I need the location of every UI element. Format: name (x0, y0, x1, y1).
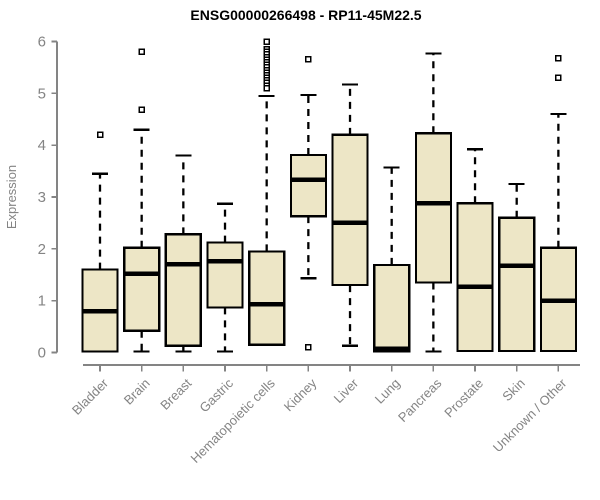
box-iqr (498, 216, 536, 353)
outlier-point (555, 54, 562, 62)
boxplot-unknown-other (539, 54, 577, 353)
boxplot-skin (498, 182, 536, 353)
outlier-point (138, 106, 145, 114)
x-tick-label-kidney: Kidney (281, 375, 320, 414)
box-iqr (123, 246, 161, 332)
x-tick-label-brain: Brain (121, 376, 153, 408)
box-iqr (373, 263, 411, 353)
box-iqr (164, 233, 202, 347)
y-axis-label: Expression (4, 165, 19, 229)
box-iqr (414, 132, 452, 284)
outlier-point (96, 131, 104, 139)
y-tick-label-2: 2 (38, 241, 46, 258)
boxplot-gastric (206, 202, 244, 353)
x-tick-label-breast: Breast (157, 375, 194, 412)
x-tick-label-gastric: Gastric (196, 375, 236, 415)
y-tick-label-1: 1 (38, 293, 46, 310)
boxplot-lung (373, 166, 411, 353)
box-iqr (289, 153, 327, 218)
y-tick-label-4: 4 (38, 137, 46, 154)
y-tick-label-3: 3 (38, 189, 46, 206)
boxplot-pancreas (414, 52, 452, 353)
box-iqr (206, 241, 244, 309)
boxplot-breast (164, 154, 202, 353)
x-tick-label-liver: Liver (331, 375, 362, 406)
box-iqr (248, 250, 286, 346)
boxplot-liver (331, 83, 369, 347)
outlier-point (263, 38, 270, 45)
boxplot-brain (123, 48, 161, 353)
outlier-point (555, 74, 562, 82)
y-tick-label-5: 5 (38, 85, 46, 102)
x-tick-label-skin: Skin (499, 376, 527, 404)
x-tick-label-prostate: Prostate (441, 376, 486, 421)
x-tick-label-pancreas: Pancreas (395, 375, 445, 425)
x-tick-label-lung: Lung (372, 376, 403, 407)
chart-title: ENSG00000266498 - RP11-45M22.5 (190, 7, 421, 23)
y-tick-label-6: 6 (38, 34, 46, 51)
outlier-point (305, 55, 312, 63)
boxplot-kidney (289, 55, 327, 351)
outlier-point (305, 344, 312, 351)
boxplot-hematopoietic-cells (248, 38, 286, 346)
boxplot-prostate (456, 148, 494, 353)
y-tick-label-0: 0 (38, 345, 46, 362)
box-iqr (331, 133, 369, 287)
outlier-point (263, 84, 270, 92)
boxes-layer (81, 38, 577, 353)
x-tick-label-bladder: Bladder (69, 375, 112, 418)
x-tick-label-unknown-other: Unknown / Other (490, 375, 570, 455)
boxplot-bladder (81, 131, 119, 353)
box-iqr (456, 202, 494, 353)
outlier-point (138, 48, 145, 56)
